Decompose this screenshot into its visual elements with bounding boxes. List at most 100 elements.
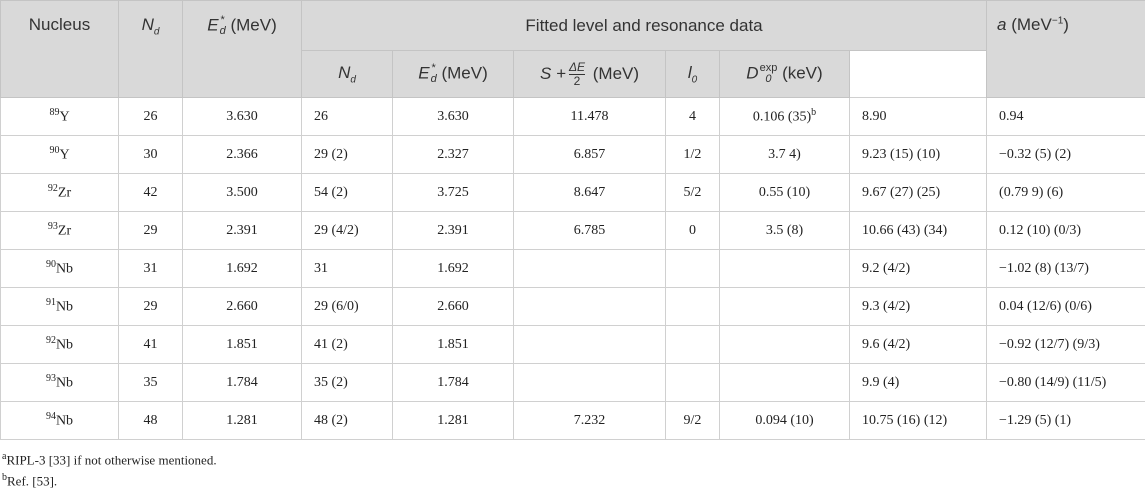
table-cell: 4 (666, 98, 720, 136)
cell-text: 3.630 (226, 109, 258, 124)
header-cell: Nd (302, 51, 393, 98)
symbol: a (997, 15, 1006, 34)
table-cell: 90Y (1, 136, 119, 174)
numerator: ΔE (569, 61, 585, 75)
symbol: E (418, 63, 429, 82)
table-cell: −0.80 (14/9) (11/5) (987, 364, 1145, 402)
cell-text: 35 (2) (314, 375, 348, 390)
table-cell (514, 250, 666, 288)
cell-text: 0.04 (12/6) (0/6) (999, 299, 1092, 314)
cell-text: 29 (2) (314, 147, 348, 162)
unit: (MeV (1011, 15, 1052, 34)
table-cell: 9.6 (4/2) (850, 326, 987, 364)
table-cell: 10.75 (16) (12) (850, 402, 987, 440)
footnotes: aRIPL-3 [33] if not otherwise mentioned.… (0, 448, 1145, 491)
cell-text: 1/2 (684, 147, 702, 162)
table-cell: −1.02 (8) (13/7) (987, 250, 1145, 288)
table-cell: 29 (4/2) (302, 212, 393, 250)
header-cell: E*d (MeV) (393, 51, 514, 98)
table-cell: 30 (119, 136, 183, 174)
table-cell: 1.692 (393, 250, 514, 288)
cell-text: 3.500 (226, 185, 258, 200)
header-cell: Nucleus (1, 1, 119, 98)
cell-text: 26 (144, 109, 158, 124)
table-cell: 9.67 (27) (25) (850, 174, 987, 212)
cell-text: 29 (144, 223, 158, 238)
denominator: 2 (569, 75, 585, 88)
footnote: bRef. [53]. (2, 469, 1145, 490)
cell-text: 7.232 (574, 413, 606, 428)
cell-text: 6.785 (574, 223, 606, 238)
table-cell: 42 (119, 174, 183, 212)
table-cell (720, 364, 850, 402)
table-cell: 3.630 (393, 98, 514, 136)
text: Nucleus (29, 15, 90, 34)
table-cell (666, 288, 720, 326)
cell-text: 2.327 (437, 147, 469, 162)
cell-text: 2.366 (226, 147, 258, 162)
unit-exponent: −1 (1052, 15, 1063, 26)
cell-text: 0.55 (10) (759, 185, 810, 200)
element: Nb (56, 414, 73, 429)
cell-text: 9.3 (4/2) (862, 299, 910, 314)
header-cell: a (MeV−1) (987, 1, 1145, 98)
subscript: d (220, 26, 226, 37)
mass-number: 89 (49, 107, 59, 118)
table-cell: 2.660 (183, 288, 302, 326)
table-cell: 9/2 (666, 402, 720, 440)
cell-text: 1.281 (226, 413, 258, 428)
table-cell (720, 250, 850, 288)
cell-text: 8.647 (574, 185, 606, 200)
table-cell: 0.55 (10) (720, 174, 850, 212)
table-cell (514, 288, 666, 326)
table-cell: 29 (6/0) (302, 288, 393, 326)
text: Fitted level and resonance data (525, 16, 762, 35)
table-cell: 3.5 (8) (720, 212, 850, 250)
cell-text: 0.106 (35) (753, 110, 811, 125)
cell-text: 2.391 (226, 223, 258, 238)
cell-text: 1.784 (226, 375, 258, 390)
cell-text: −1.02 (8) (13/7) (999, 261, 1089, 276)
unit: (MeV) (230, 15, 276, 34)
mass-number: 92 (46, 335, 56, 346)
cell-text: 41 (144, 337, 158, 352)
cell-text: 0.12 (10) (0/3) (999, 223, 1081, 238)
cell-text: 1.692 (437, 261, 469, 276)
cell-text: 3.7 4) (768, 147, 801, 162)
cell-text: 4 (689, 109, 696, 124)
subscript: 0 (760, 74, 778, 85)
cell-text: −0.92 (12/7) (9/3) (999, 337, 1100, 352)
symbol: S + (540, 63, 566, 82)
table-cell: 0.94 (987, 98, 1145, 136)
table-cell: 1.784 (393, 364, 514, 402)
cell-text: 30 (144, 147, 158, 162)
cell-text: 9.6 (4/2) (862, 337, 910, 352)
table-cell: 6.785 (514, 212, 666, 250)
mass-number: 93 (46, 373, 56, 384)
cell-text: 31 (144, 261, 158, 276)
table-cell: (0.79 9) (6) (987, 174, 1145, 212)
table-cell: 93Zr (1, 212, 119, 250)
table-cell: 92Nb (1, 326, 119, 364)
table-cell: 0.12 (10) (0/3) (987, 212, 1145, 250)
subscript: d (154, 26, 160, 37)
cell-text: 48 (2) (314, 413, 348, 428)
table-cell (720, 326, 850, 364)
mass-number: 93 (48, 221, 58, 232)
unit: ) (1063, 15, 1069, 34)
mass-number: 90 (49, 145, 59, 156)
element: Y (59, 148, 69, 163)
cell-text: 3.5 (8) (766, 223, 803, 238)
element: Nb (56, 300, 73, 315)
table-cell: 6.857 (514, 136, 666, 174)
table-cell: −1.29 (5) (1) (987, 402, 1145, 440)
table-cell: 41 (2) (302, 326, 393, 364)
cell-text: 1.281 (437, 413, 469, 428)
element: Nb (56, 338, 73, 353)
